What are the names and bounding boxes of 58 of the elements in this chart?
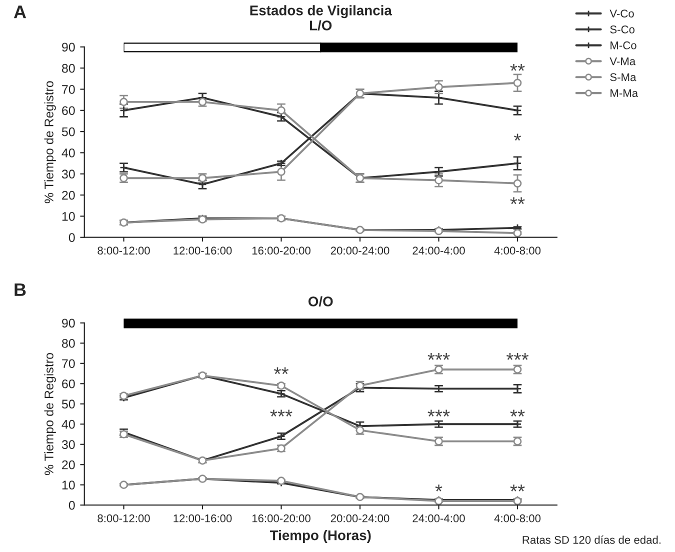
text: A xyxy=(14,6,26,18)
annotation: ** xyxy=(510,197,525,204)
y-tick-label: 0 xyxy=(68,500,75,510)
y-tick-label: 60 xyxy=(62,379,75,388)
y-tick-label: 50 xyxy=(62,127,75,136)
chart-title: Estados de Vigilancia xyxy=(250,5,392,18)
legend-label: S-Ma xyxy=(610,73,636,82)
legend-label: M-Ma xyxy=(610,89,638,98)
annotation: * xyxy=(435,484,442,492)
y-tick-label: 40 xyxy=(62,148,75,158)
x-tick-label: 4:00-8:00 xyxy=(494,514,541,522)
text: B xyxy=(14,284,26,296)
text: Ratas SD 120 días de edad. xyxy=(522,536,660,544)
x-tick-label: 12:00-16:00 xyxy=(174,246,232,255)
legend-label: V-Co xyxy=(610,10,634,18)
chart-title: O/O xyxy=(308,296,333,307)
annotation: ** xyxy=(274,367,289,374)
annotation: *** xyxy=(428,353,450,360)
y-tick-label: 0 xyxy=(68,233,75,242)
x-axis-title: Tiempo (Horas) xyxy=(270,530,371,543)
x-tick-label: 20:00-24:00 xyxy=(330,514,390,522)
annotation: * xyxy=(514,134,521,141)
y-axis-title: % Tiempo de Registro xyxy=(44,81,56,204)
annotation: *** xyxy=(428,410,450,417)
y-tick-label: 20 xyxy=(62,460,75,470)
x-tick-label: 20:00-24:00 xyxy=(330,246,390,255)
y-axis-title: % Tiempo de Registro xyxy=(44,353,56,476)
legend-label: S-Co xyxy=(610,26,635,34)
x-tick-label: 16:00-20:00 xyxy=(252,514,310,522)
x-tick-label: 4:00-8:00 xyxy=(494,246,541,255)
y-tick-label: 50 xyxy=(62,400,75,409)
x-tick-label: 16:00-20:00 xyxy=(252,246,310,255)
y-tick-label: 30 xyxy=(62,440,75,450)
x-tick-label: 24:00-4:00 xyxy=(412,246,465,255)
chart-subtitle: L/O xyxy=(310,20,332,31)
annotation: ** xyxy=(510,484,525,492)
y-tick-label: 90 xyxy=(62,42,75,52)
y-tick-label: 60 xyxy=(62,106,75,116)
y-tick-label: 30 xyxy=(62,170,75,179)
x-tick-label: 8:00-12:00 xyxy=(98,514,150,522)
y-tick-label: 10 xyxy=(62,480,75,490)
y-tick-label: 90 xyxy=(62,318,75,328)
y-tick-label: 20 xyxy=(62,190,75,200)
y-tick-label: 80 xyxy=(62,64,75,73)
x-tick-label: 8:00-12:00 xyxy=(98,246,150,255)
annotation: *** xyxy=(506,353,529,360)
annotation: ** xyxy=(510,410,525,417)
legend-label: V-Ma xyxy=(610,57,636,66)
annotation: ** xyxy=(510,64,525,71)
y-tick-label: 70 xyxy=(62,359,75,368)
x-tick-label: 12:00-16:00 xyxy=(174,514,232,522)
y-tick-label: 10 xyxy=(62,212,75,221)
legend-label: M-Co xyxy=(610,41,636,50)
annotation: *** xyxy=(270,410,292,417)
y-tick-label: 70 xyxy=(62,85,75,94)
x-tick-label: 24:00-4:00 xyxy=(412,514,465,522)
y-tick-label: 80 xyxy=(62,338,75,348)
y-tick-label: 40 xyxy=(62,420,75,429)
